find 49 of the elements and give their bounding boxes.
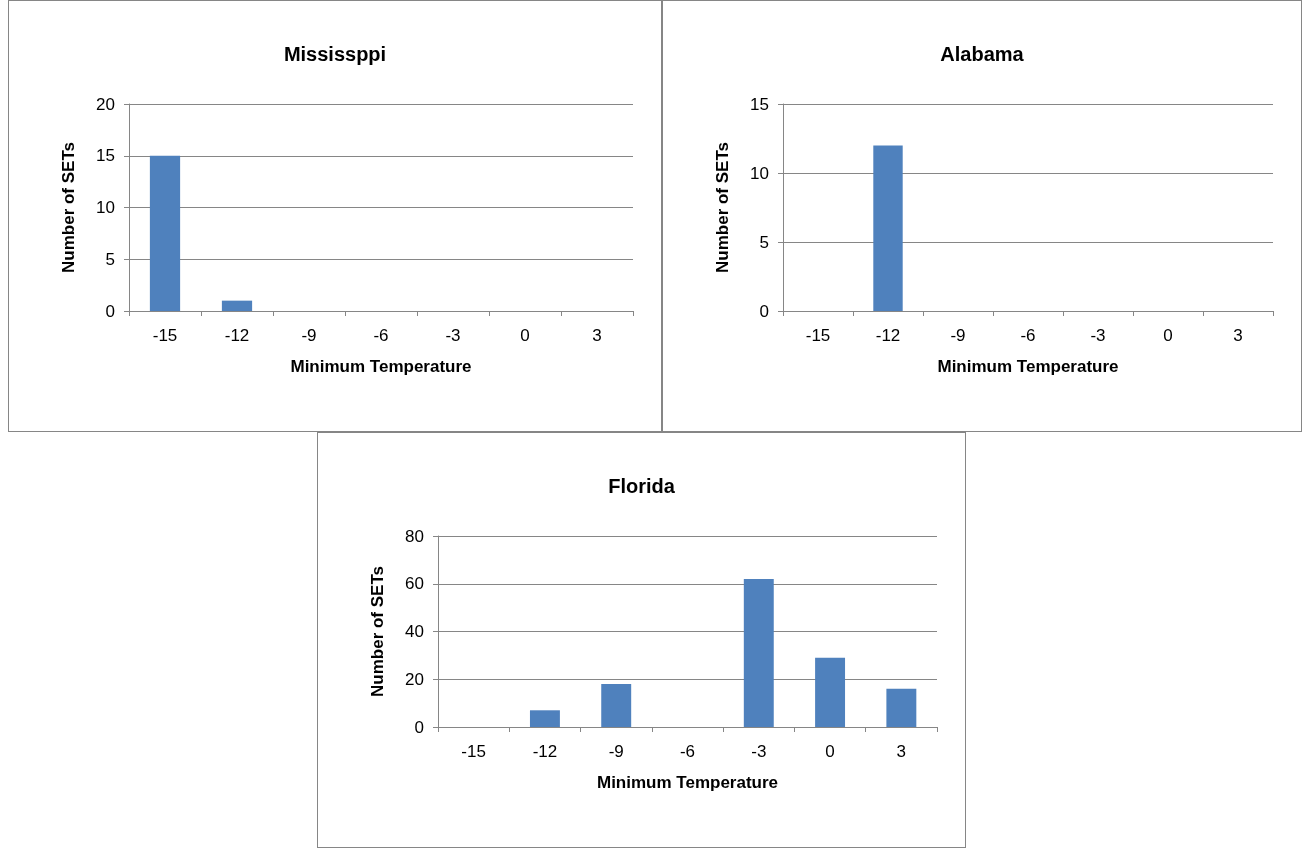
x-tick-label: -12 xyxy=(875,326,901,345)
x-tick-label: -12 xyxy=(532,742,558,761)
x-tick-label: -6 xyxy=(679,742,696,761)
x-tick-label: 3 xyxy=(896,742,907,761)
x-tick-label: 0 xyxy=(520,326,530,345)
y-axis-title: Number of SETs xyxy=(368,566,387,697)
y-tick-label: 15 xyxy=(96,146,115,166)
x-tick-label: -15 xyxy=(805,326,831,345)
x-tick-label: -12 xyxy=(224,326,250,345)
x-tick-label: -9 xyxy=(950,326,966,345)
y-tick-label: 60 xyxy=(405,574,424,594)
bar xyxy=(815,657,846,727)
x-tick-label: 0 xyxy=(1163,326,1173,345)
y-axis-title: Number of SETs xyxy=(59,142,78,273)
x-axis-title: Minimum Temperature xyxy=(596,773,779,792)
y-axis-title: Number of SETs xyxy=(713,142,732,273)
y-tick-label: 5 xyxy=(759,232,769,252)
y-tick-label: 20 xyxy=(96,94,115,114)
y-tick-label: 80 xyxy=(405,526,424,546)
y-tick-label: 10 xyxy=(750,163,769,183)
y-tick-label: 10 xyxy=(96,198,115,217)
x-tick-label: -3 xyxy=(1090,326,1106,345)
x-tick-label: -3 xyxy=(445,326,461,345)
chart-title: Mississppi xyxy=(283,43,387,65)
chart-title: Florida xyxy=(608,475,676,497)
y-tick-label: 20 xyxy=(405,669,424,689)
x-axis-title: Minimum Temperature xyxy=(937,357,1119,376)
x-tick-label: -6 xyxy=(373,326,389,345)
y-tick-label: 40 xyxy=(405,622,424,641)
chart-title: Alabama xyxy=(940,43,1025,65)
y-tick-label: 0 xyxy=(414,717,424,737)
x-tick-label: -9 xyxy=(608,742,624,761)
bar xyxy=(886,688,917,727)
x-tick-label: -6 xyxy=(1020,326,1036,345)
x-tick-label: -3 xyxy=(751,742,767,761)
y-tick-label: 5 xyxy=(105,249,115,269)
x-tick-label: -9 xyxy=(301,326,317,345)
x-axis-title: Minimum Temperature xyxy=(290,357,472,376)
x-tick-label: 0 xyxy=(825,742,835,761)
x-tick-label: -15 xyxy=(461,742,486,761)
x-tick-label: 3 xyxy=(592,326,602,345)
bar xyxy=(601,684,632,727)
bar xyxy=(743,578,774,727)
bar xyxy=(529,710,560,727)
y-tick-label: 0 xyxy=(759,301,769,321)
y-tick-label: 0 xyxy=(105,301,115,321)
x-tick-label: 3 xyxy=(1233,326,1243,345)
y-tick-label: 15 xyxy=(750,94,769,114)
x-tick-label: -15 xyxy=(152,326,178,345)
